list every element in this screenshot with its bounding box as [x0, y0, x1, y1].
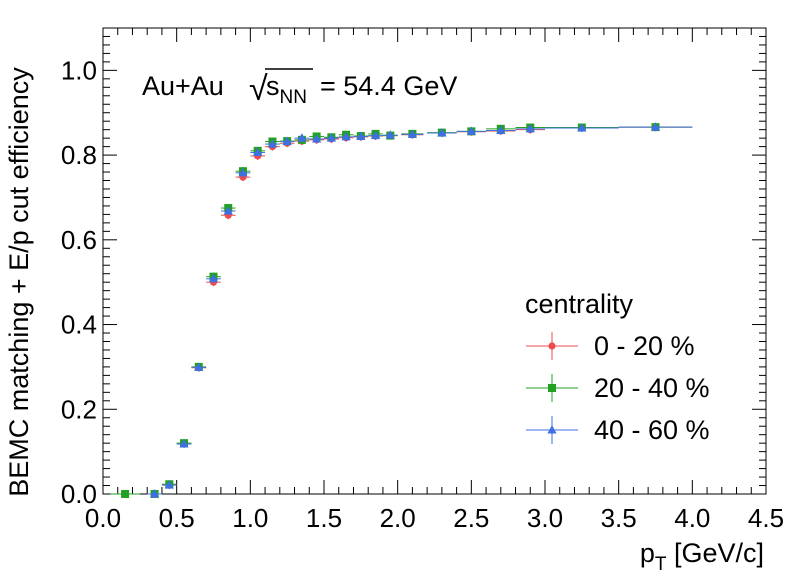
data-point	[326, 133, 336, 142]
data-point	[356, 131, 366, 140]
data-point	[525, 123, 535, 133]
data-point	[297, 133, 307, 142]
y-tick-label: 0.8	[61, 140, 97, 170]
data-point	[223, 206, 233, 215]
data-point	[194, 362, 204, 371]
svg-text:Au+Au: Au+Au	[142, 71, 224, 101]
data-point	[650, 122, 661, 131]
legend-entry-2: 20 - 40 %	[526, 373, 710, 403]
collision-annotation: Au+Au √ sNN = 54.4 GeV	[142, 68, 457, 108]
x-axis-label: pT [GeV/c]	[640, 538, 764, 575]
x-tick-label: 0.0	[85, 503, 121, 533]
x-tick-label: 1.0	[232, 503, 268, 533]
y-tick-label: 0.6	[61, 225, 97, 255]
svg-text:sNN: sNN	[266, 71, 307, 108]
legend-entry-1: 0 - 20 %	[526, 331, 695, 361]
plot-frame	[102, 27, 767, 495]
legend-entries: 0 - 20 % 20 - 40 % 40 - 60 %	[526, 331, 710, 445]
y-tick-label: 1.0	[61, 55, 97, 85]
data-point	[179, 439, 189, 448]
data-point	[208, 273, 219, 283]
annotation-system: Au+Au	[142, 71, 224, 101]
legend-marker	[548, 342, 556, 350]
y-tick-label: 0.2	[61, 394, 97, 424]
data-point	[341, 131, 351, 141]
legend: centrality 0 - 20 % 20 - 40 % 40 - 60 %	[525, 289, 710, 445]
data-point	[437, 128, 447, 137]
legend-label: 40 - 60 %	[594, 415, 710, 445]
data-point	[370, 130, 381, 140]
x-tick-label: 2.0	[380, 503, 416, 533]
data-point	[407, 129, 417, 138]
data-point	[577, 122, 587, 132]
x-axis-label-main: p	[640, 538, 655, 568]
legend-label: 20 - 40 %	[594, 373, 710, 403]
x-axis-label-unit: [GeV/c]	[674, 538, 764, 568]
data-point	[466, 126, 476, 135]
data-point	[164, 480, 174, 489]
x-tick-label: 3.0	[527, 503, 563, 533]
x-axis-label-sub: T	[655, 554, 667, 575]
data-point	[149, 489, 160, 498]
y-tick-label: 0.4	[61, 310, 97, 340]
data-point	[312, 133, 322, 143]
x-tick-label: 2.5	[453, 503, 489, 533]
data-point	[282, 136, 292, 146]
legend-entry-3: 40 - 60 %	[526, 415, 710, 445]
data-point	[267, 139, 278, 148]
data-series	[110, 122, 693, 498]
data-point	[496, 125, 506, 135]
legend-label: 0 - 20 %	[594, 331, 695, 361]
annotation-s-sub: NN	[280, 87, 307, 108]
data-point	[253, 147, 263, 157]
y-tick-label: 0.0	[61, 479, 97, 509]
x-tick-label: 3.5	[601, 503, 637, 533]
legend-title: centrality	[525, 289, 634, 319]
data-point	[238, 167, 248, 177]
series-3	[147, 122, 693, 498]
sqrt-icon: √	[249, 70, 268, 108]
legend-marker	[547, 425, 557, 434]
data-point	[385, 130, 395, 139]
axis-ticks	[102, 27, 767, 495]
x-tick-label: 0.5	[159, 503, 195, 533]
x-tick-label: 4.5	[748, 503, 784, 533]
x-tick-label: 1.5	[306, 503, 342, 533]
data-point	[121, 490, 130, 498]
annotation-energy: = 54.4 GeV	[320, 71, 457, 101]
y-axis-label: BEMC matching + E/p cut efficiency	[4, 67, 34, 497]
tick-labels: 0.0 0.5 1.0 1.5 2.0 2.5 3.0 3.5 4.0 4.5 0.0 0.2 0.4 0…	[61, 55, 784, 533]
legend-marker	[548, 384, 556, 392]
x-tick-label: 4.0	[674, 503, 710, 533]
annotation-s: s	[266, 71, 280, 101]
